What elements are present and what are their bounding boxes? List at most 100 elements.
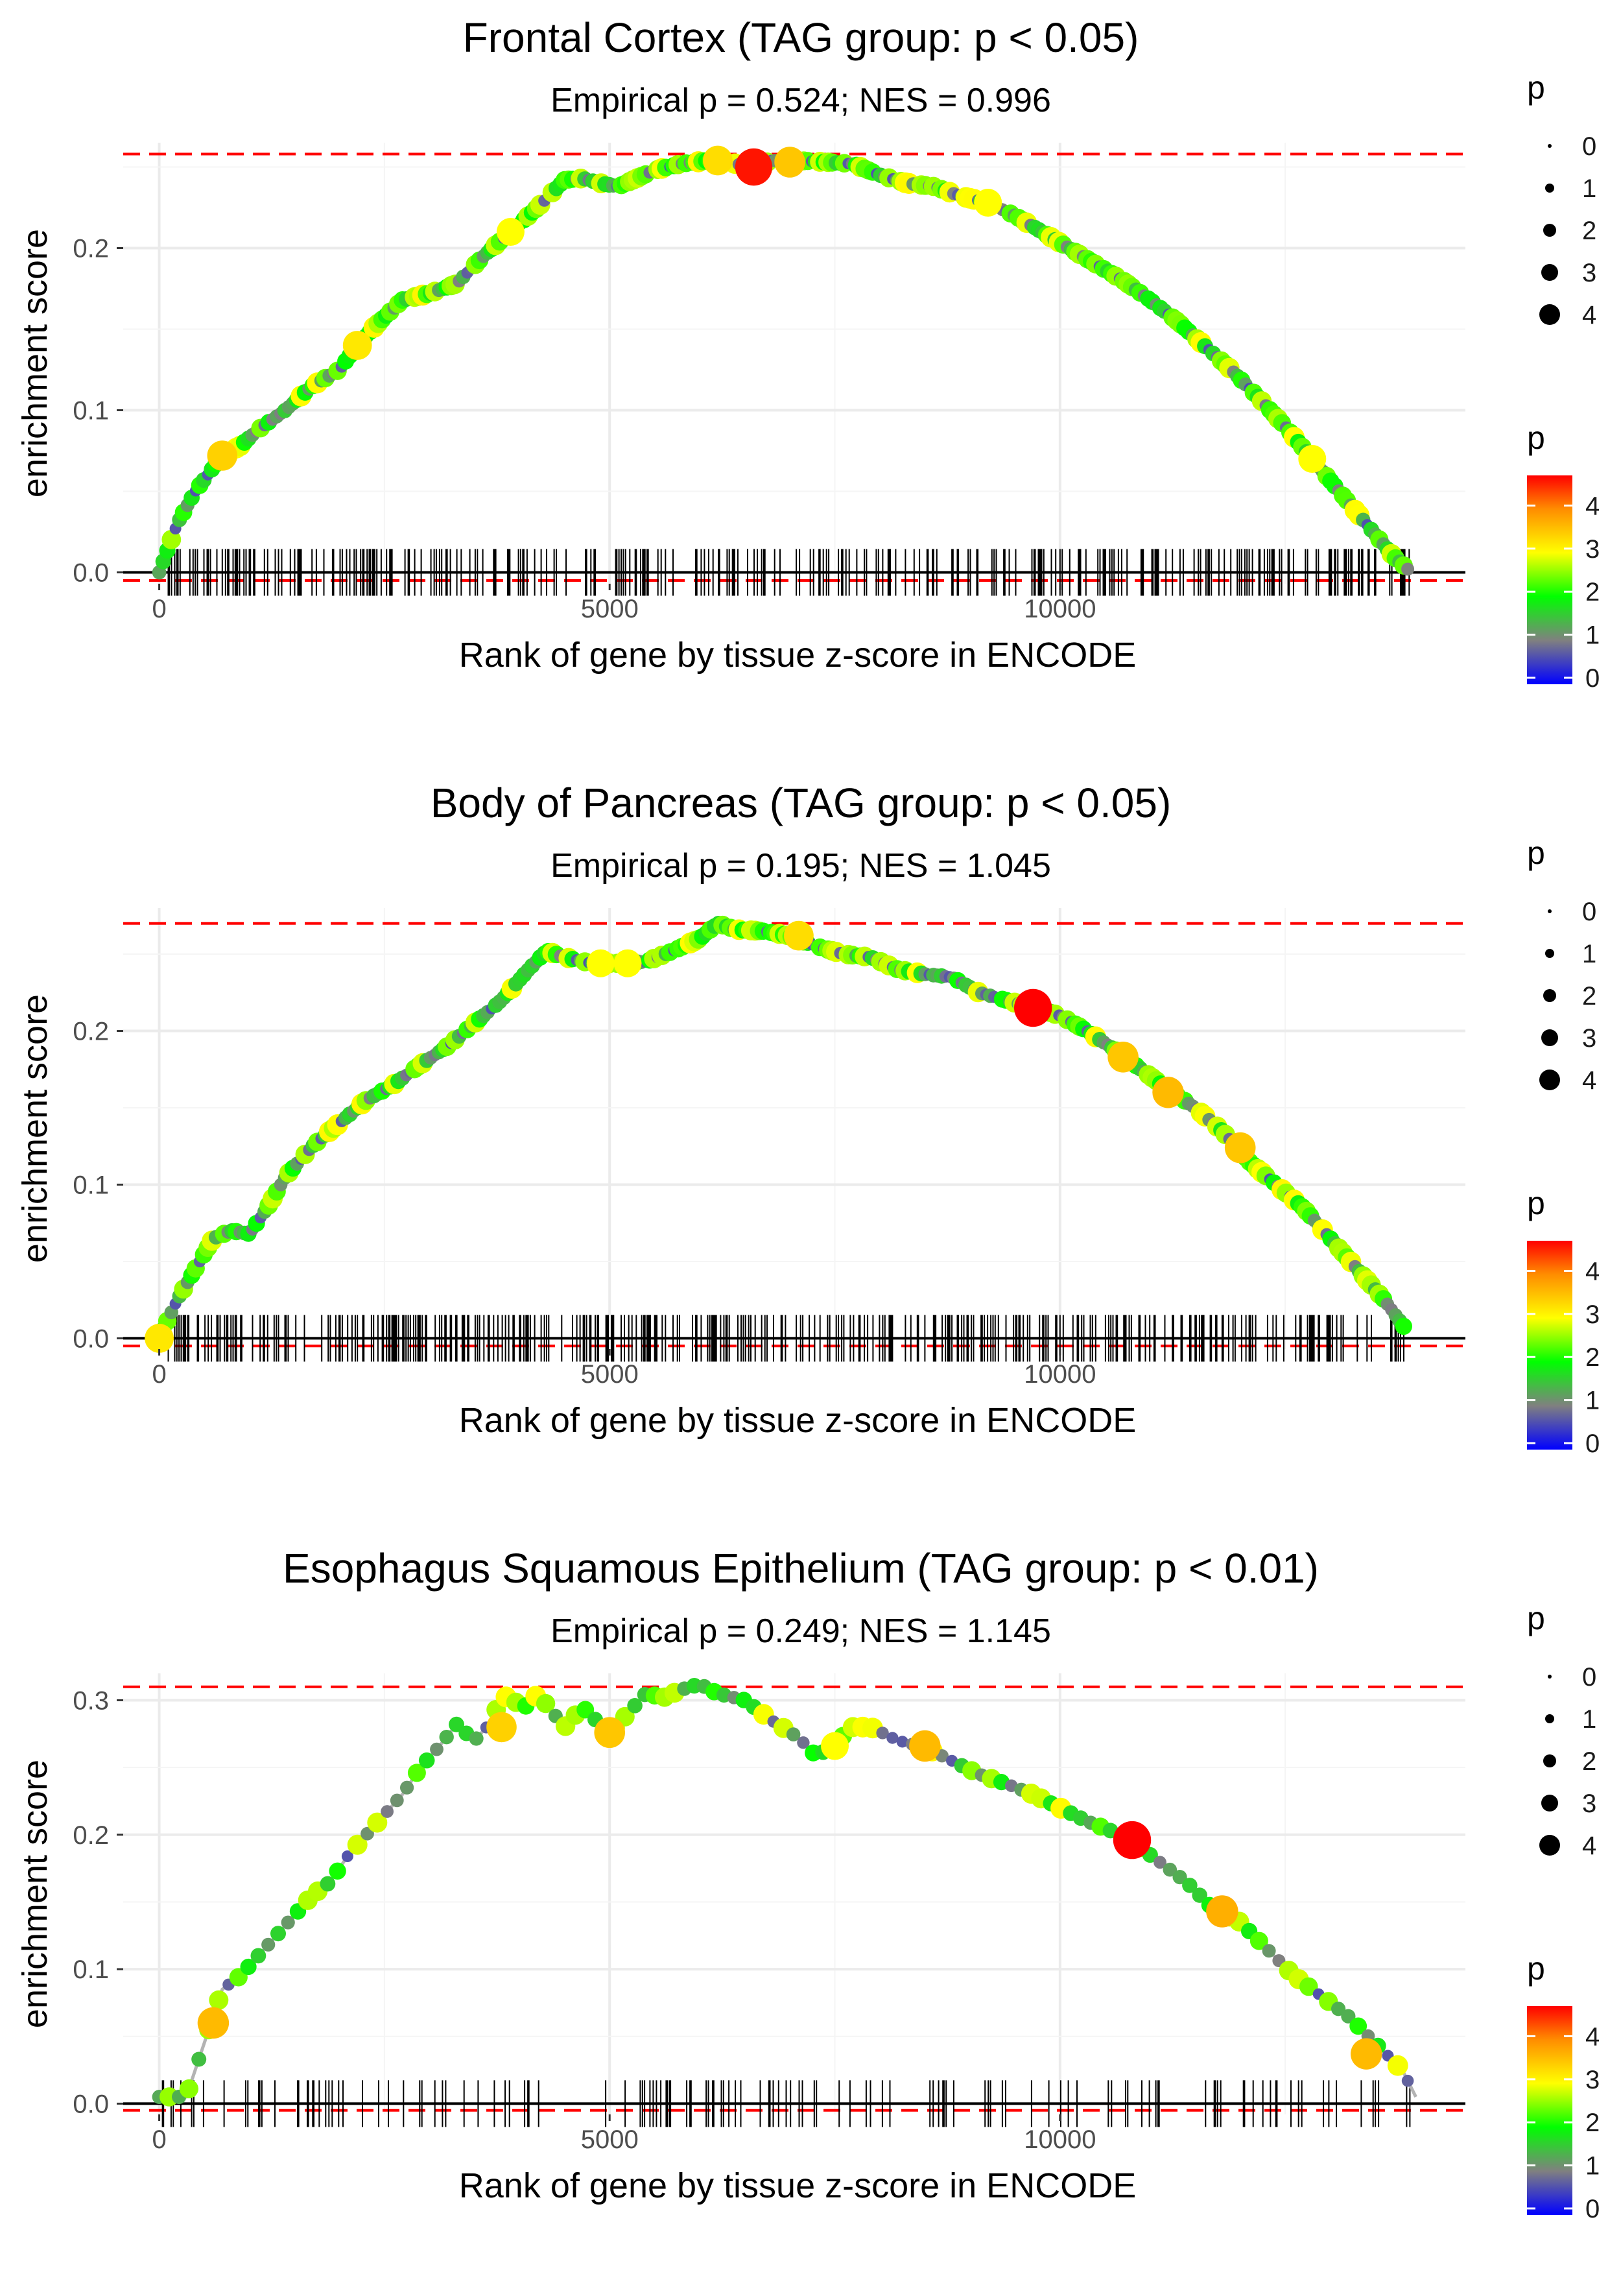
- size-legend-dot: [1545, 949, 1554, 958]
- es-point: [469, 1731, 484, 1746]
- es-point-highlight: [1152, 1077, 1184, 1108]
- es-point-highlight: [1351, 2038, 1382, 2070]
- es-point-highlight: [735, 148, 773, 186]
- color-legend-title: p: [1527, 420, 1545, 456]
- color-legend-title: p: [1527, 1185, 1545, 1221]
- color-legend-label: 1: [1585, 2152, 1600, 2181]
- es-point: [627, 1698, 643, 1714]
- es-point-highlight: [486, 1712, 517, 1743]
- y-tick-label: 0.1: [73, 397, 109, 425]
- es-point-highlight: [496, 218, 525, 246]
- gsea-plot: Frontal Cortex (TAG group: p < 0.05) Empi…: [16, 14, 1600, 693]
- x-tick-label: 5000: [581, 2125, 639, 2154]
- size-legend-label: 3: [1582, 259, 1596, 287]
- y-tick-label: 0.1: [73, 1955, 109, 1984]
- es-point-highlight: [909, 1730, 941, 1762]
- es-point-highlight: [1107, 1042, 1139, 1073]
- size-legend-dot: [1539, 304, 1560, 325]
- es-point: [261, 1937, 276, 1952]
- es-point-highlight: [1206, 1895, 1238, 1928]
- es-point-highlight: [197, 2007, 230, 2039]
- size-legend-label: 4: [1582, 1066, 1596, 1095]
- es-point: [786, 1727, 801, 1741]
- chart-subtitle: Empirical p = 0.195; NES = 1.045: [550, 847, 1051, 885]
- chart-title: Frontal Cortex (TAG group: p < 0.05): [463, 14, 1139, 61]
- es-point: [250, 1948, 266, 1964]
- size-legend-dot: [1548, 1675, 1552, 1679]
- es-point-highlight: [1298, 445, 1327, 473]
- es-point: [1249, 1931, 1268, 1950]
- es-point: [886, 1732, 899, 1744]
- size-legend-title: p: [1527, 1600, 1545, 1636]
- size-legend-label: 3: [1582, 1789, 1596, 1818]
- es-point: [1182, 1878, 1198, 1893]
- size-legend-label: 0: [1582, 1663, 1596, 1692]
- color-legend-bar: [1527, 1241, 1572, 1450]
- size-legend-dot: [1548, 909, 1552, 913]
- es-point-highlight: [703, 145, 733, 176]
- es-point-highlight: [821, 1732, 849, 1760]
- size-legend-label: 2: [1582, 1747, 1596, 1776]
- color-legend-label: 2: [1585, 2109, 1600, 2137]
- color-legend-label: 1: [1585, 1387, 1600, 1415]
- es-point-highlight: [342, 331, 372, 360]
- es-point: [209, 1990, 229, 2010]
- es-point-highlight: [594, 1717, 625, 1748]
- color-legend-label: 3: [1585, 1300, 1600, 1329]
- es-point-highlight: [784, 920, 814, 951]
- x-tick-label: 5000: [581, 1360, 639, 1389]
- es-point-highlight: [774, 147, 805, 178]
- es-point: [240, 1958, 257, 1976]
- size-legend-title: p: [1527, 69, 1545, 106]
- es-point: [1172, 1870, 1187, 1885]
- size-legend-dot: [1543, 989, 1556, 1002]
- es-point: [1387, 2055, 1408, 2076]
- y-tick-label: 0.0: [73, 1324, 109, 1353]
- es-point: [449, 1716, 464, 1732]
- es-point: [341, 1850, 353, 1862]
- size-legend-dot: [1539, 1070, 1560, 1090]
- size-legend-dot: [1548, 144, 1552, 148]
- y-axis-title: enrichment score: [16, 229, 54, 497]
- size-legend-label: 4: [1582, 1832, 1596, 1860]
- es-point: [1163, 1862, 1177, 1877]
- color-legend-label: 3: [1585, 2066, 1600, 2094]
- size-legend-label: 1: [1582, 1705, 1596, 1734]
- size-legend-label: 2: [1582, 982, 1596, 1010]
- x-tick-label: 10000: [1024, 2125, 1096, 2154]
- es-point: [347, 1834, 368, 1855]
- es-point: [439, 1730, 454, 1745]
- color-legend-label: 1: [1585, 621, 1600, 650]
- es-point: [1299, 1977, 1318, 1996]
- es-point: [281, 1915, 295, 1930]
- x-tick-label: 0: [152, 595, 166, 623]
- es-point: [1192, 1887, 1207, 1903]
- chart-title: Esophagus Squamous Epithelium (TAG group…: [283, 1545, 1319, 1592]
- size-legend-title: p: [1527, 835, 1545, 871]
- size-legend-dot: [1543, 1754, 1556, 1767]
- es-point: [1341, 2009, 1356, 2024]
- color-legend-label: 0: [1585, 664, 1600, 693]
- es-point: [390, 1793, 404, 1808]
- es-point: [896, 1736, 908, 1748]
- size-legend-label: 1: [1582, 940, 1596, 968]
- chart-title: Body of Pancreas (TAG group: p < 0.05): [431, 780, 1172, 826]
- chart-panel: Esophagus Squamous Epithelium (TAG group…: [0, 1531, 1621, 2296]
- es-point: [1349, 2017, 1367, 2035]
- color-legend-label: 4: [1585, 1257, 1600, 1286]
- chart-subtitle: Empirical p = 0.524; NES = 0.996: [550, 82, 1051, 119]
- es-point: [161, 530, 182, 549]
- es-point: [576, 1701, 595, 1719]
- es-point: [407, 1764, 426, 1782]
- size-legend-dot: [1541, 1795, 1558, 1812]
- size-legend-dot: [1541, 264, 1558, 281]
- y-tick-label: 0.1: [73, 1171, 109, 1199]
- color-legend-label: 0: [1585, 2195, 1600, 2223]
- es-point: [1154, 1856, 1166, 1869]
- color-legend-label: 3: [1585, 535, 1600, 564]
- es-point: [361, 1826, 374, 1841]
- gsea-plot: Body of Pancreas (TAG group: p < 0.05) Em…: [16, 780, 1600, 1458]
- y-tick-label: 0.3: [73, 1686, 109, 1715]
- es-point: [270, 1926, 286, 1942]
- es-point-highlight: [586, 949, 615, 977]
